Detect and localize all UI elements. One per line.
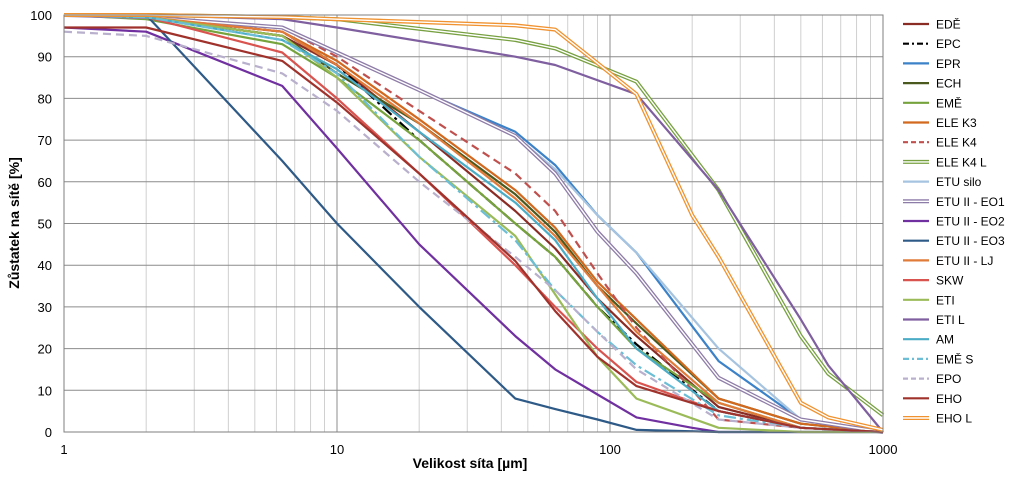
legend-item: ETU silo xyxy=(903,175,982,189)
series-line-etu-ii-eo1 xyxy=(63,13,884,434)
legend-label: EPR xyxy=(936,57,961,71)
legend-label: ELE K3 xyxy=(936,116,977,130)
legend-label: ETU II - EO3 xyxy=(936,234,1005,248)
legend-label: ETU silo xyxy=(936,175,982,189)
legend-label: ELE K4 xyxy=(936,136,977,150)
legend-label: ETI L xyxy=(936,313,965,327)
legend-label: EDĚ xyxy=(936,17,961,32)
legend-item: SKW xyxy=(903,274,964,288)
series-line-eho-l xyxy=(64,13,884,432)
legend-item: ETU II - EO1 xyxy=(903,195,1005,209)
legend-item: EPR xyxy=(903,57,961,71)
legend-item: EMĚ S xyxy=(903,351,973,366)
legend-item: AM xyxy=(903,333,954,347)
legend-item: EHO xyxy=(903,392,962,406)
series-line-etu-ii-eo3 xyxy=(64,13,883,434)
series-line-ele-k4-l xyxy=(64,13,885,417)
legend-item: ETU II - EO3 xyxy=(903,234,1005,248)
series-line-epo xyxy=(63,30,884,434)
x-tick-label: 1000 xyxy=(869,442,898,457)
legend-label: EPC xyxy=(936,37,961,51)
y-tick-label: 80 xyxy=(38,91,52,106)
legend-label: ETI xyxy=(936,293,955,307)
series-group xyxy=(63,13,885,434)
series-line-etu-ii-eo2 xyxy=(63,26,883,434)
y-tick-label: 60 xyxy=(38,175,52,190)
y-tick-label: 10 xyxy=(38,383,52,398)
y-tick-label: 100 xyxy=(30,8,52,23)
legend-label: AM xyxy=(936,333,954,347)
x-tick-label: 1 xyxy=(60,442,67,457)
y-tick-label: 90 xyxy=(38,50,52,65)
legend-item: ETU II - LJ xyxy=(903,254,993,268)
y-tick-label: 70 xyxy=(38,133,52,148)
y-tick-label: 30 xyxy=(38,300,52,315)
legend-label: EPO xyxy=(936,372,961,386)
y-tick-label: 50 xyxy=(38,217,52,232)
legend-item: EPO xyxy=(903,372,961,386)
legend-label: ETU II - EO2 xyxy=(936,215,1005,229)
legend-label: EHO xyxy=(936,392,962,406)
legend-item: ELE K4 xyxy=(903,136,977,150)
legend-label: EHO L xyxy=(936,412,972,426)
legend-item: ETI L xyxy=(903,313,965,327)
x-axis-title: Velikost síta [µm] xyxy=(413,455,528,471)
legend-label: EMĚ xyxy=(936,95,962,110)
legend-label: ECH xyxy=(936,77,961,91)
x-tick-label: 10 xyxy=(330,442,344,457)
legend: EDĚ EPC EPR ECH EMĚ ELE K3 ELE K4 ELE K4 L ETU s… xyxy=(903,17,1005,426)
legend-item: EHO L xyxy=(903,412,972,426)
series-line-eho xyxy=(64,26,884,434)
legend-item: ECH xyxy=(903,77,961,91)
legend-item: ELE K3 xyxy=(903,116,977,130)
x-tick-label: 100 xyxy=(599,442,621,457)
y-tick-label: 20 xyxy=(38,342,52,357)
legend-label: ETU II - LJ xyxy=(936,254,993,268)
legend-label: ELE K4 L xyxy=(936,155,987,169)
legend-label: ETU II - EO1 xyxy=(936,195,1005,209)
legend-label: EMĚ S xyxy=(936,351,973,366)
series-line-etu-ii-lj xyxy=(63,13,884,434)
series-line-em-s xyxy=(63,13,884,434)
y-axis-title: Zůstatek na sítě [%] xyxy=(6,157,22,288)
plot-area-border xyxy=(63,14,884,433)
legend-item: ETI xyxy=(903,293,955,307)
legend-label: SKW xyxy=(936,274,964,288)
legend-item: ETU II - EO2 xyxy=(903,215,1005,229)
legend-item: EPC xyxy=(903,37,961,51)
y-tick-label: 40 xyxy=(38,258,52,273)
legend-item: EMĚ xyxy=(903,95,962,110)
legend-item: ELE K4 L xyxy=(903,155,987,169)
y-tick-label: 0 xyxy=(45,425,52,440)
legend-item: EDĚ xyxy=(903,17,961,32)
